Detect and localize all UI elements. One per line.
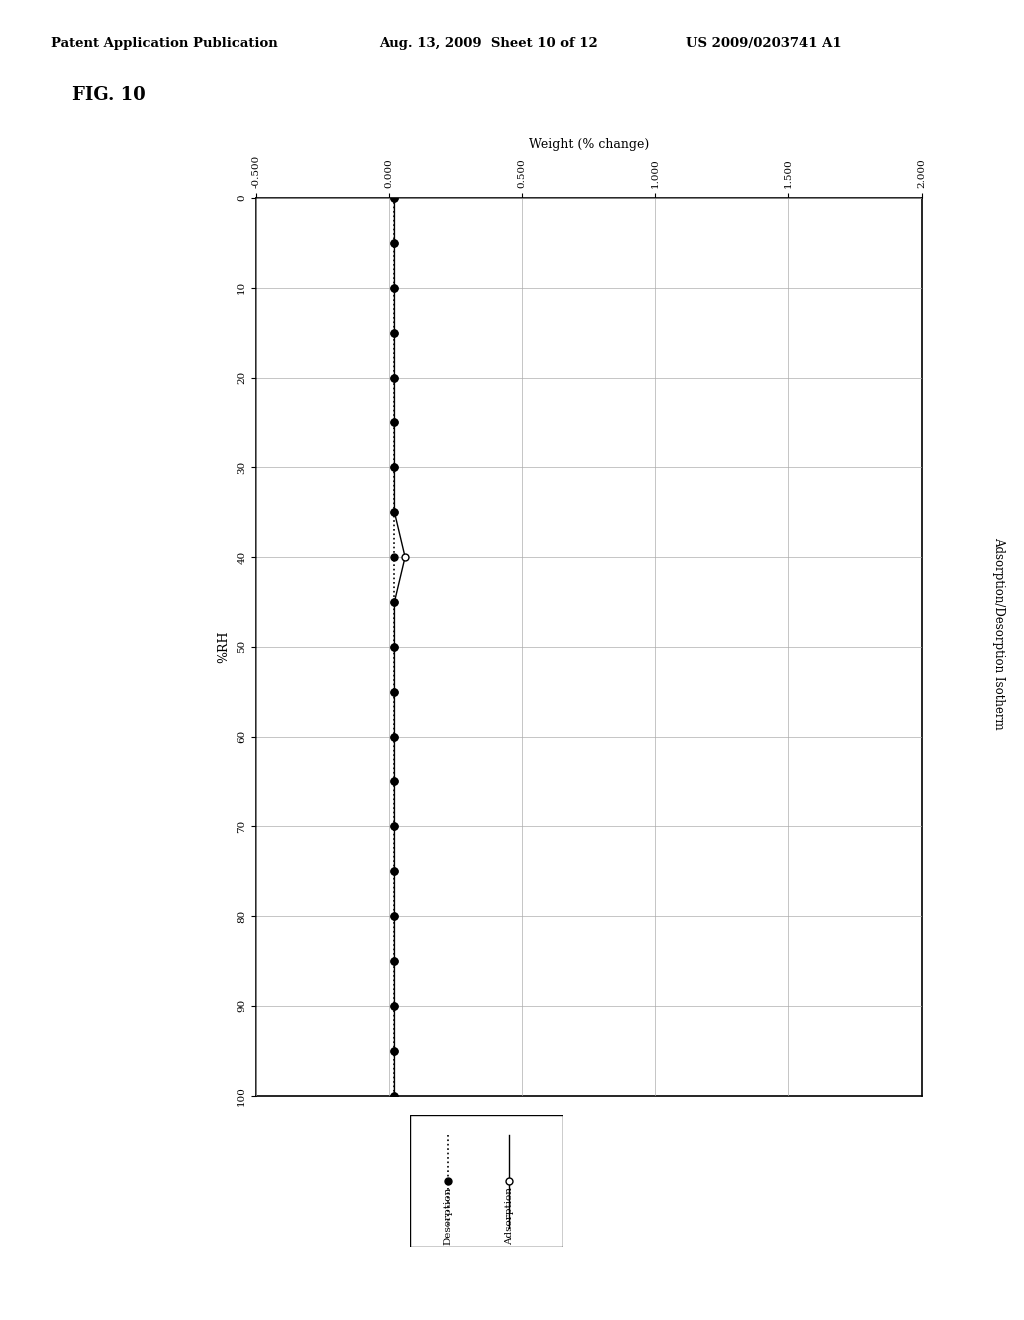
Text: Aug. 13, 2009  Sheet 10 of 12: Aug. 13, 2009 Sheet 10 of 12 — [379, 37, 598, 50]
FancyBboxPatch shape — [410, 1115, 563, 1247]
Text: Adsorption/Desorption Isotherm: Adsorption/Desorption Isotherm — [992, 537, 1005, 730]
Y-axis label: %RH: %RH — [217, 631, 230, 663]
Text: US 2009/0203741 A1: US 2009/0203741 A1 — [686, 37, 842, 50]
Text: Patent Application Publication: Patent Application Publication — [51, 37, 278, 50]
Text: Adsorption: Adsorption — [505, 1187, 514, 1245]
X-axis label: Weight (% change): Weight (% change) — [528, 139, 649, 150]
Text: FIG. 10: FIG. 10 — [72, 86, 145, 104]
Text: Desorption: Desorption — [443, 1187, 453, 1245]
